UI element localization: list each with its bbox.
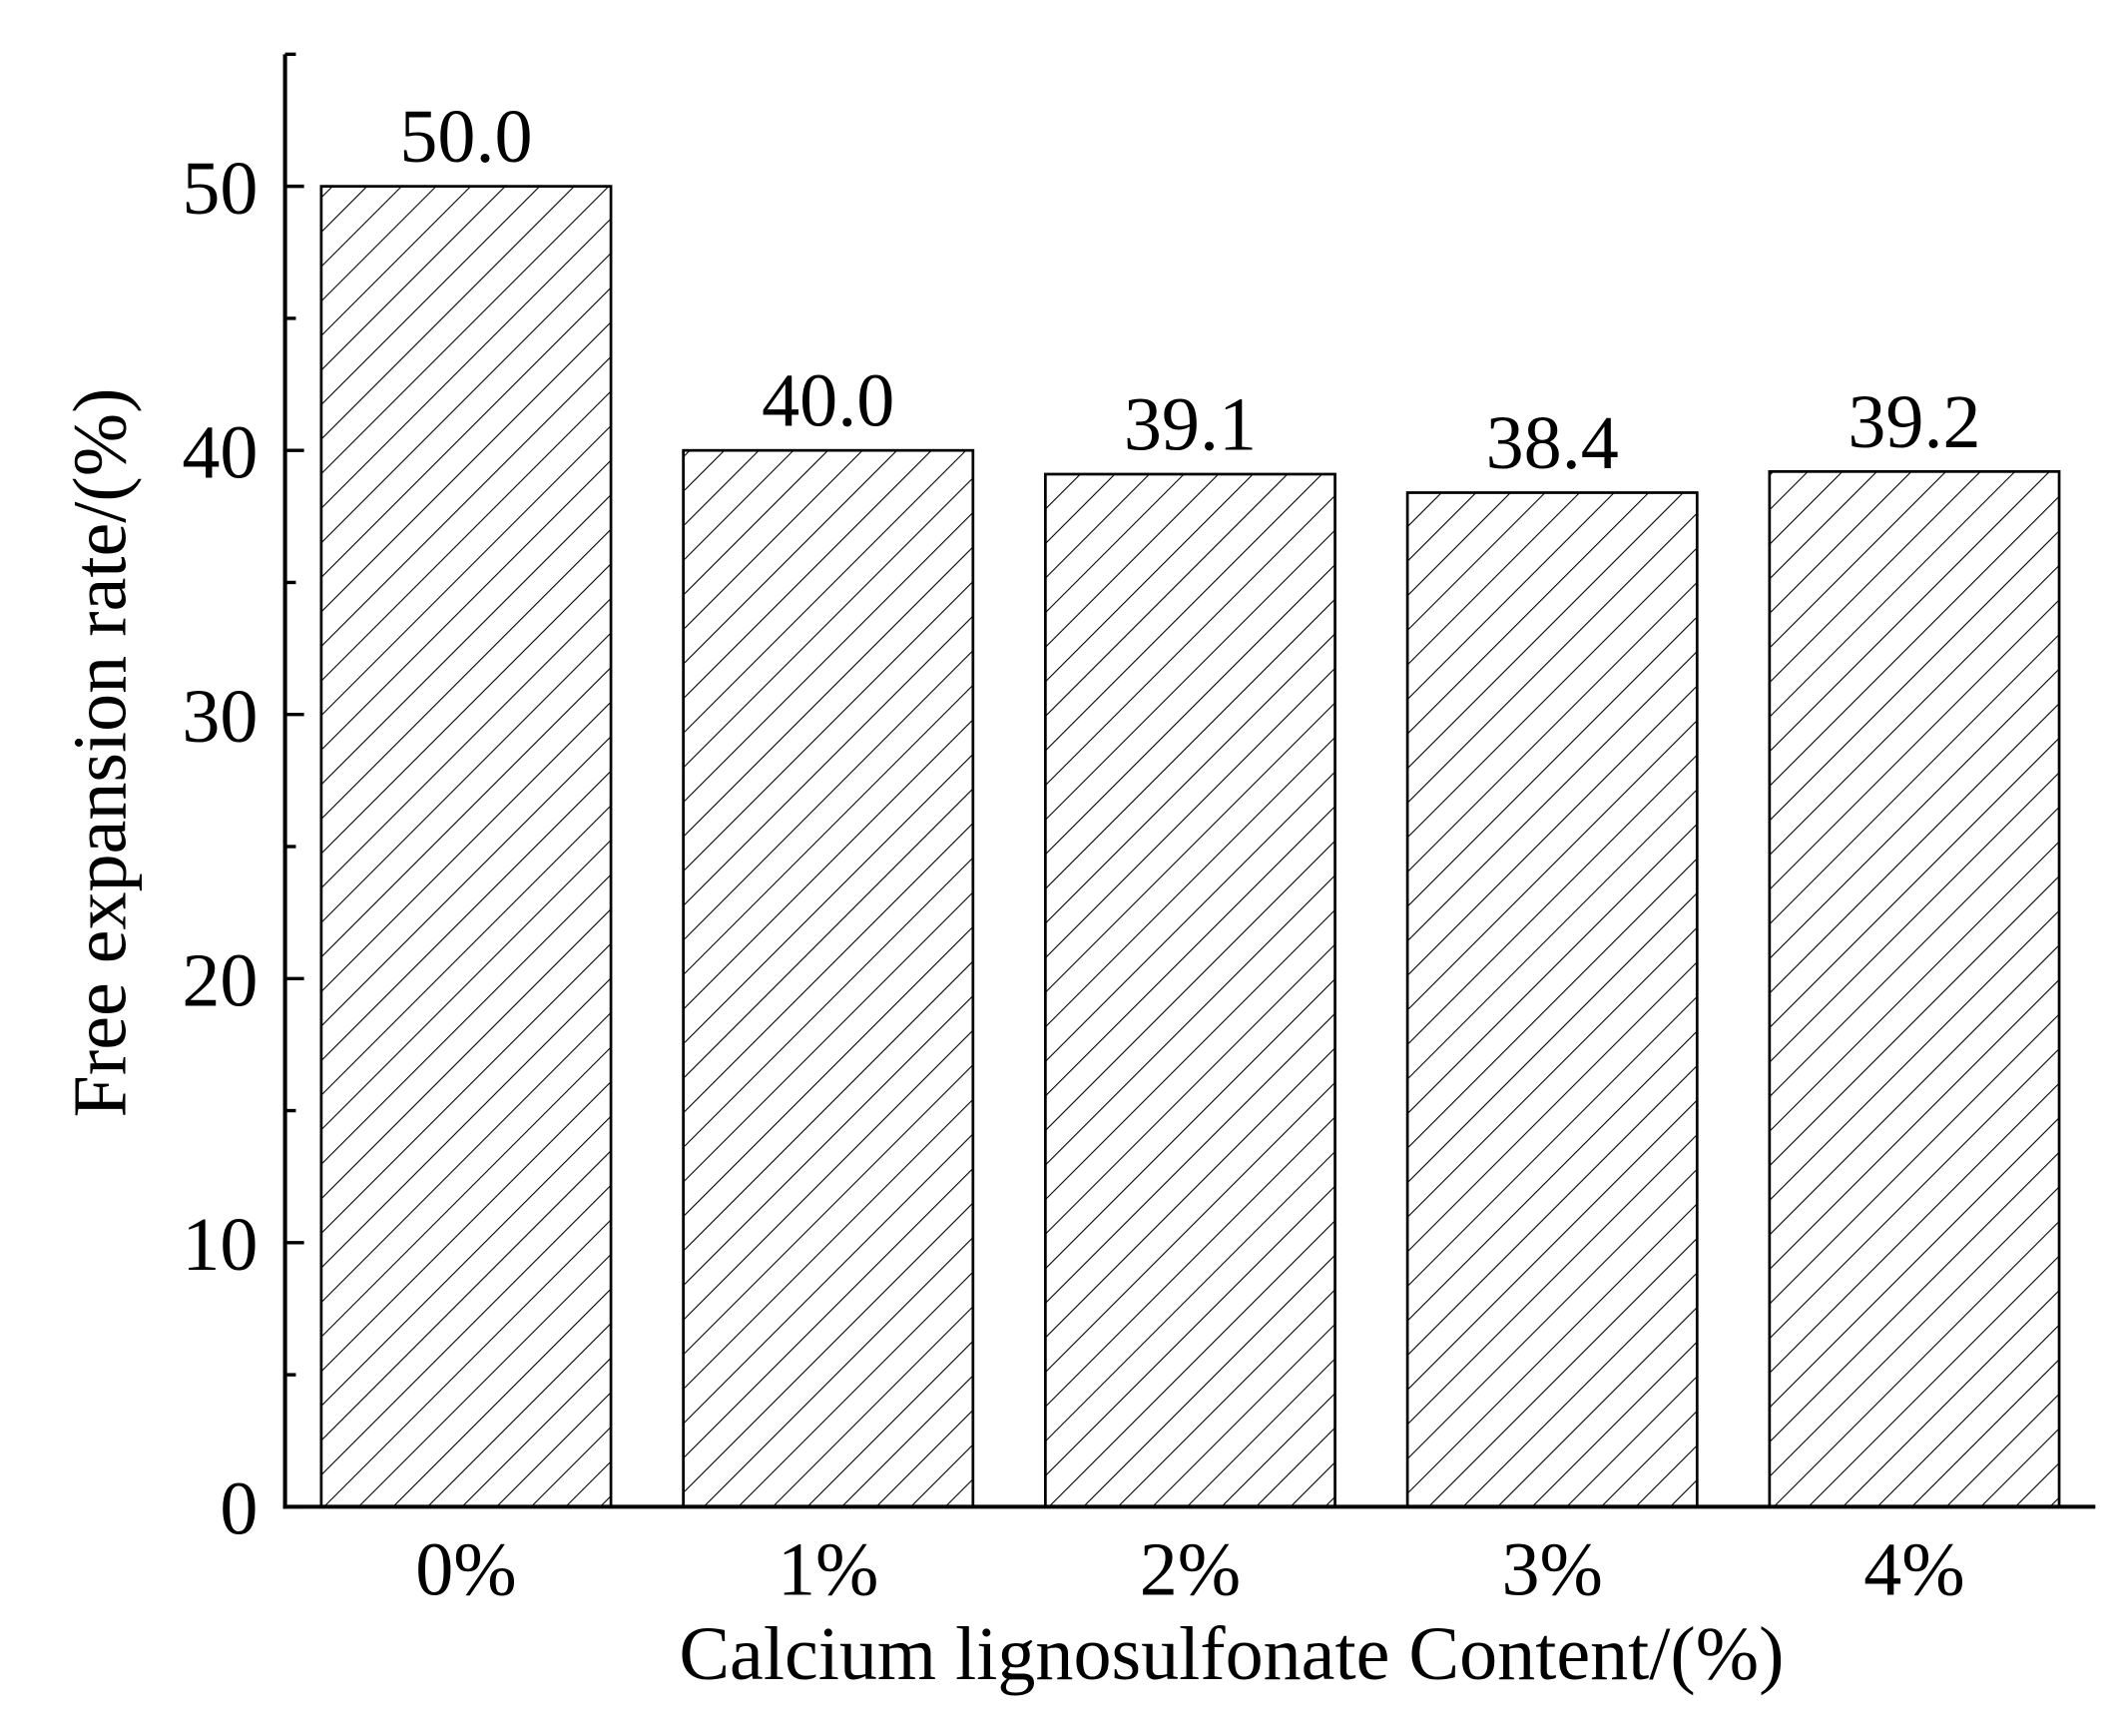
data-labels: 50.0 40.0 39.1 38.4 39.2 [399, 95, 1980, 485]
axes: 0% 1% 2% 3% 4% 0 10 20 30 40 50 [182, 52, 2096, 1612]
data-label-0: 50.0 [399, 95, 532, 179]
bar-4 [1768, 469, 2061, 1508]
y-tick-label: 20 [182, 938, 258, 1022]
x-tick-label-2: 2% [1140, 1528, 1241, 1612]
data-label-2: 39.1 [1124, 383, 1257, 467]
data-label-1: 40.0 [762, 359, 894, 443]
x-axis-label: Calcium lignosulfonate Content/(%) [679, 1612, 1784, 1696]
bar-1 [682, 448, 975, 1508]
x-tick-label-1: 1% [778, 1528, 878, 1612]
bar-3 [1405, 491, 1699, 1508]
x-tick-label-3: 3% [1501, 1528, 1602, 1612]
bars [319, 185, 2061, 1508]
x-tick-label-4: 4% [1863, 1528, 1964, 1612]
y-tick-label: 50 [182, 147, 258, 231]
y-tick-label: 10 [182, 1203, 258, 1287]
y-axis-label: Free expansion rate/(%) [58, 388, 142, 1118]
bar-0 [319, 185, 613, 1508]
x-tick-label-0: 0% [415, 1528, 516, 1612]
y-tick-label: 0 [220, 1467, 258, 1551]
data-label-4: 39.2 [1848, 380, 1980, 464]
data-label-3: 38.4 [1486, 401, 1619, 485]
y-tick-label: 30 [182, 675, 258, 759]
y-tick-label: 40 [182, 410, 258, 494]
bar-2 [1044, 472, 1336, 1508]
